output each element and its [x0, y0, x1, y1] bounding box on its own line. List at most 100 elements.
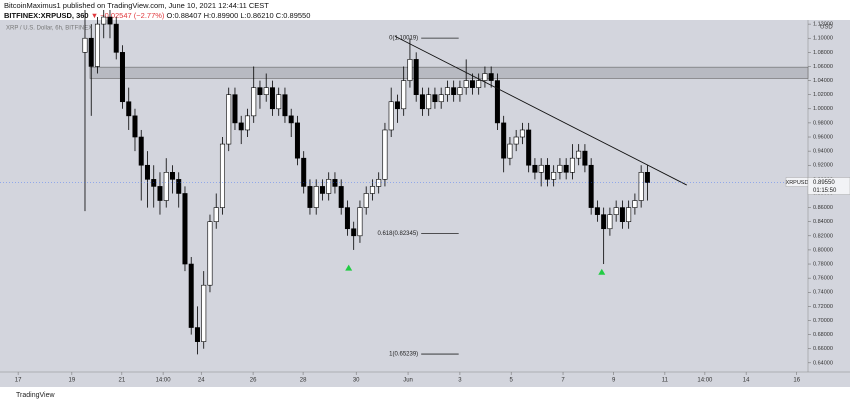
candle-body	[601, 214, 607, 230]
candle-body	[407, 59, 413, 81]
y-tick-label: 0.82000	[813, 233, 833, 239]
candle-body	[176, 179, 182, 194]
candle-body	[357, 207, 363, 237]
y-tick-label: 0.66000	[813, 346, 833, 352]
candle-body	[263, 87, 269, 95]
candle-body	[588, 164, 594, 208]
y-tick-label: 0.64000	[813, 360, 833, 366]
candle-body	[163, 172, 169, 201]
y-tick-label: 1.02000	[813, 92, 833, 98]
candle-body	[576, 150, 582, 159]
candle-body	[432, 94, 438, 103]
legend: XRP / U.S. Dollar, 6h, BITFINEX	[6, 26, 92, 32]
y-tick-label: 1.12000	[813, 22, 833, 28]
symbol: BITFINEX:XRPUSD, 360	[4, 11, 89, 20]
y-label: USD	[820, 25, 833, 31]
candle-body	[382, 129, 388, 180]
candle-body	[557, 164, 563, 173]
candle-body	[151, 179, 157, 187]
candle-body	[619, 207, 625, 222]
candle-body	[313, 186, 319, 208]
publisher: BitcoinMaximus1 published on TradingView…	[4, 1, 269, 10]
candle-body	[607, 214, 613, 230]
candle-body	[369, 186, 375, 194]
candle-body	[507, 143, 513, 159]
candle-body	[282, 94, 288, 117]
candle-body	[126, 101, 132, 117]
candle-body	[394, 101, 400, 110]
candle-body	[444, 87, 450, 95]
signal-marker	[598, 268, 606, 275]
brand: TradingView	[16, 392, 55, 399]
candle-body	[238, 122, 244, 131]
candle-body	[257, 87, 263, 95]
candle-body	[526, 129, 532, 166]
candle-body	[563, 164, 569, 173]
x-tick-label: 14:00	[156, 378, 172, 384]
candle-body	[401, 80, 407, 110]
candle-body	[638, 172, 644, 201]
fib-label: 0.618(0.82345)	[377, 231, 418, 237]
candle-body	[169, 172, 175, 180]
y-tick-label: 0.68000	[813, 332, 833, 338]
countdown: 01:15:50	[813, 188, 837, 194]
y-tick-label: 1.08000	[813, 50, 833, 56]
x-tick-label: 30	[353, 378, 360, 384]
y-tick-label: 1.00000	[813, 106, 833, 112]
candle-body	[613, 207, 619, 215]
candle-body	[632, 200, 638, 208]
fib-label: 0(1.10019)	[389, 36, 418, 42]
candle-body	[513, 136, 519, 145]
candle-body	[344, 207, 350, 230]
candle-body	[144, 164, 150, 180]
candle-body	[626, 207, 632, 222]
price-tag	[807, 177, 850, 195]
x-tick-label: 28	[300, 378, 307, 384]
y-tick-label: 1.06000	[813, 64, 833, 70]
candle-body	[157, 186, 163, 201]
y-tick-label: 0.70000	[813, 318, 833, 324]
candle-body	[501, 122, 507, 159]
candle-body	[376, 179, 382, 187]
candle-body	[232, 94, 238, 124]
candle-body	[457, 87, 463, 95]
candle-body	[301, 157, 307, 187]
x-tick-label: 21	[119, 378, 126, 384]
candle-body	[269, 87, 275, 110]
y-axis-bg	[808, 20, 850, 372]
x-tick-label: 11	[662, 378, 669, 384]
x-tick-label: 14	[743, 378, 750, 384]
candle-body	[594, 207, 600, 215]
candle-body	[119, 52, 125, 103]
candle-body	[251, 87, 257, 117]
last-price-label: 0.89550	[813, 180, 835, 186]
x-tick-label: 19	[69, 378, 76, 384]
candle-body	[582, 150, 588, 166]
candle-body	[107, 16, 113, 25]
y-tick-label: 0.86000	[813, 205, 833, 211]
candle-body	[419, 94, 425, 110]
candle-body	[101, 16, 107, 25]
candle-body	[469, 80, 475, 88]
fib-label: 1(0.65239)	[389, 352, 418, 358]
candle-body	[644, 172, 650, 183]
candle-body	[82, 37, 88, 53]
candle-body	[551, 172, 557, 180]
y-tick-label: 0.78000	[813, 261, 833, 267]
symbol-line: BITFINEX:XRPUSD, 360 ▼ −0.02547 (−2.77%)…	[4, 11, 310, 20]
x-tick-label: 14:00	[697, 378, 713, 384]
x-tick-label: 7	[561, 378, 565, 384]
y-tick-label: 1.10000	[813, 36, 833, 42]
y-tick-label: 0.92000	[813, 163, 833, 169]
ohlc: O:0.88407 H:0.89900 L:0.86210 C:0.89550	[166, 11, 311, 20]
candle-body	[132, 115, 138, 138]
candle-body	[213, 207, 219, 222]
candle-body	[426, 94, 432, 110]
candle-body	[438, 94, 444, 103]
candle-body	[544, 164, 550, 180]
candle-body	[476, 80, 482, 88]
candle-body	[463, 80, 469, 88]
candle-body	[488, 73, 494, 81]
